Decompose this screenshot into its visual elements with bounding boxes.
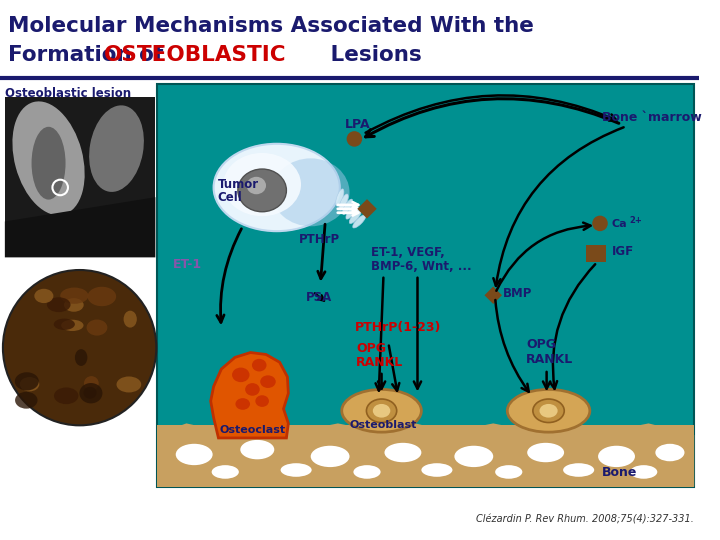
Ellipse shape	[86, 320, 107, 335]
Text: PSA: PSA	[306, 292, 332, 305]
Text: LPA: LPA	[345, 118, 370, 131]
Ellipse shape	[421, 463, 452, 477]
Ellipse shape	[495, 465, 522, 479]
Text: Clézardin P. Rev Rhum. 2008;75(4):327-331.: Clézardin P. Rev Rhum. 2008;75(4):327-33…	[477, 515, 694, 524]
Ellipse shape	[272, 158, 349, 226]
Ellipse shape	[349, 210, 361, 224]
Ellipse shape	[373, 404, 390, 417]
Polygon shape	[485, 287, 502, 304]
Ellipse shape	[12, 102, 85, 215]
Text: OPG: OPG	[526, 338, 557, 351]
Text: Ca: Ca	[612, 219, 627, 228]
FancyBboxPatch shape	[5, 97, 156, 258]
Ellipse shape	[47, 298, 71, 312]
Ellipse shape	[247, 177, 266, 194]
Circle shape	[346, 131, 362, 147]
Polygon shape	[157, 423, 694, 487]
Text: PTHrP(1-23): PTHrP(1-23)	[354, 321, 441, 334]
Ellipse shape	[245, 383, 260, 396]
Text: 2+: 2+	[629, 215, 642, 225]
Ellipse shape	[75, 349, 87, 366]
Ellipse shape	[311, 446, 349, 467]
Ellipse shape	[630, 465, 657, 479]
FancyBboxPatch shape	[586, 245, 606, 262]
Ellipse shape	[240, 440, 274, 460]
Ellipse shape	[61, 320, 84, 331]
Text: Osteoblast: Osteoblast	[349, 421, 417, 430]
Ellipse shape	[281, 463, 312, 477]
Text: BMP-6, Wnt, ...: BMP-6, Wnt, ...	[371, 260, 472, 273]
Ellipse shape	[454, 446, 493, 467]
Ellipse shape	[54, 388, 78, 404]
Ellipse shape	[508, 389, 590, 432]
Text: Cell: Cell	[217, 191, 242, 204]
Text: OSTEOBLASTIC: OSTEOBLASTIC	[104, 45, 287, 65]
Ellipse shape	[346, 205, 357, 219]
Ellipse shape	[176, 444, 212, 465]
Ellipse shape	[598, 446, 635, 467]
Text: Tumor: Tumor	[217, 178, 258, 191]
Ellipse shape	[88, 287, 116, 306]
Ellipse shape	[60, 288, 89, 304]
Text: Bone `marrow: Bone `marrow	[602, 111, 702, 124]
Ellipse shape	[214, 144, 340, 231]
Ellipse shape	[54, 319, 75, 330]
Text: BMP: BMP	[503, 287, 532, 300]
Ellipse shape	[3, 270, 156, 426]
Ellipse shape	[20, 377, 40, 392]
Ellipse shape	[342, 389, 421, 432]
Ellipse shape	[563, 463, 594, 477]
Ellipse shape	[32, 127, 66, 200]
Ellipse shape	[260, 375, 276, 388]
Ellipse shape	[124, 310, 137, 328]
Ellipse shape	[223, 153, 301, 216]
Text: Lesions: Lesions	[323, 45, 422, 65]
Ellipse shape	[235, 398, 250, 410]
Text: RANKL: RANKL	[356, 356, 404, 369]
Ellipse shape	[117, 376, 141, 393]
Text: Molecular Mechanisms Associated With the: Molecular Mechanisms Associated With the	[8, 16, 534, 36]
Ellipse shape	[84, 376, 99, 390]
Ellipse shape	[533, 399, 564, 422]
Ellipse shape	[84, 387, 96, 399]
FancyBboxPatch shape	[157, 426, 694, 487]
Text: ET-1: ET-1	[173, 258, 202, 271]
Text: OPG: OPG	[356, 342, 387, 355]
Text: IGF: IGF	[612, 245, 634, 258]
Ellipse shape	[252, 359, 266, 372]
Text: Osteoblastic lesion: Osteoblastic lesion	[5, 87, 131, 100]
Ellipse shape	[89, 105, 144, 192]
Ellipse shape	[256, 395, 269, 407]
Ellipse shape	[384, 443, 421, 462]
Ellipse shape	[35, 289, 53, 303]
Ellipse shape	[353, 215, 366, 228]
Polygon shape	[357, 199, 377, 219]
Ellipse shape	[527, 443, 564, 462]
Ellipse shape	[539, 404, 557, 417]
Ellipse shape	[366, 399, 397, 422]
Text: Formation of: Formation of	[8, 45, 171, 65]
Polygon shape	[211, 353, 288, 438]
Ellipse shape	[655, 444, 685, 461]
Ellipse shape	[339, 194, 348, 210]
Text: Bone: Bone	[602, 466, 637, 479]
FancyBboxPatch shape	[157, 84, 694, 487]
Text: RANKL: RANKL	[526, 353, 573, 366]
Ellipse shape	[79, 383, 102, 403]
Text: PTHrP: PTHrP	[299, 233, 340, 246]
Ellipse shape	[212, 465, 239, 479]
Ellipse shape	[15, 372, 39, 390]
Ellipse shape	[354, 465, 381, 479]
Ellipse shape	[15, 392, 37, 409]
Text: Osteoclast: Osteoclast	[220, 426, 286, 435]
Ellipse shape	[64, 298, 84, 312]
Ellipse shape	[343, 199, 353, 214]
Ellipse shape	[238, 169, 287, 212]
Text: ET-1, VEGF,: ET-1, VEGF,	[371, 246, 445, 259]
Ellipse shape	[336, 189, 344, 205]
Circle shape	[593, 215, 608, 231]
Polygon shape	[5, 197, 156, 258]
Ellipse shape	[232, 368, 250, 382]
